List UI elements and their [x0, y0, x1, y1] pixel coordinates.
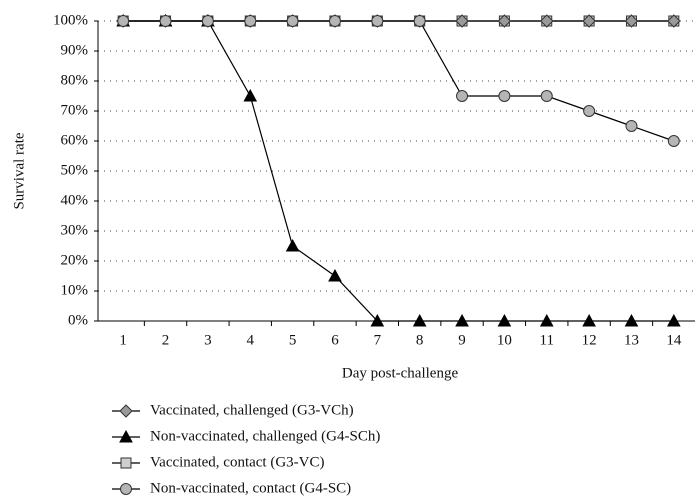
marker — [539, 313, 554, 327]
marker — [413, 15, 426, 27]
marker — [667, 135, 680, 147]
series-line — [123, 20, 674, 322]
marker — [119, 404, 133, 418]
x-tick-label: 12 — [582, 332, 597, 348]
marker — [540, 14, 554, 28]
marker — [540, 90, 553, 102]
legend-label: Vaccinated, challenged (G3-VCh) — [150, 402, 354, 418]
y-tick-label: 100% — [53, 12, 88, 28]
y-axis-title: Survival rate — [11, 132, 27, 209]
y-tick-label: 30% — [61, 222, 89, 238]
marker — [120, 457, 132, 469]
marker — [328, 15, 341, 27]
legend-label: Non-vaccinated, contact (G4-SC) — [150, 480, 351, 496]
marker — [370, 313, 385, 327]
x-tick-label: 8 — [416, 332, 424, 348]
marker — [583, 105, 596, 117]
marker — [159, 15, 172, 27]
marker — [666, 313, 681, 327]
x-tick-label: 2 — [162, 332, 170, 348]
y-tick-label: 50% — [61, 162, 89, 178]
y-tick-label: 40% — [61, 192, 89, 208]
marker — [497, 313, 512, 327]
y-tick-label: 80% — [61, 72, 89, 88]
legend-label: Vaccinated, contact (G3-VC) — [150, 454, 325, 470]
marker — [201, 15, 214, 27]
marker — [455, 313, 469, 327]
y-tick-label: 90% — [61, 42, 89, 58]
marker — [117, 15, 130, 27]
x-tick-label: 7 — [374, 332, 382, 348]
marker — [285, 238, 300, 252]
marker — [625, 120, 638, 132]
marker — [667, 14, 681, 28]
marker — [244, 15, 257, 27]
x-tick-label: 6 — [331, 332, 339, 348]
x-tick-label: 1 — [119, 332, 127, 348]
series-line — [123, 20, 675, 142]
marker — [243, 88, 258, 102]
legend-label: Non-vaccinated, challenged (G4-SCh) — [150, 428, 380, 444]
y-tick-label: 10% — [61, 282, 89, 298]
marker — [582, 14, 596, 28]
marker — [582, 313, 596, 327]
x-tick-label: 3 — [204, 332, 212, 348]
x-tick-label: 11 — [540, 332, 554, 348]
x-tick-label: 9 — [458, 332, 466, 348]
x-tick-label: 5 — [289, 332, 297, 348]
marker — [624, 14, 639, 28]
marker — [498, 90, 511, 102]
marker — [455, 14, 469, 28]
x-tick-label: 4 — [247, 332, 255, 348]
x-axis-title: Day post-challenge — [342, 365, 459, 381]
marker — [286, 15, 299, 27]
x-tick-label: 10 — [497, 332, 512, 348]
y-tick-label: 60% — [61, 132, 89, 148]
marker — [119, 429, 133, 443]
marker — [624, 313, 639, 327]
marker — [456, 90, 469, 102]
y-tick-label: 70% — [61, 102, 89, 118]
y-tick-label: 0% — [68, 312, 88, 328]
marker — [412, 313, 427, 327]
marker — [120, 483, 132, 495]
marker — [328, 268, 342, 282]
x-tick-label: 13 — [624, 332, 639, 348]
y-tick-label: 20% — [61, 252, 89, 268]
marker — [371, 15, 384, 27]
x-tick-label: 14 — [666, 332, 682, 348]
marker — [497, 14, 512, 28]
